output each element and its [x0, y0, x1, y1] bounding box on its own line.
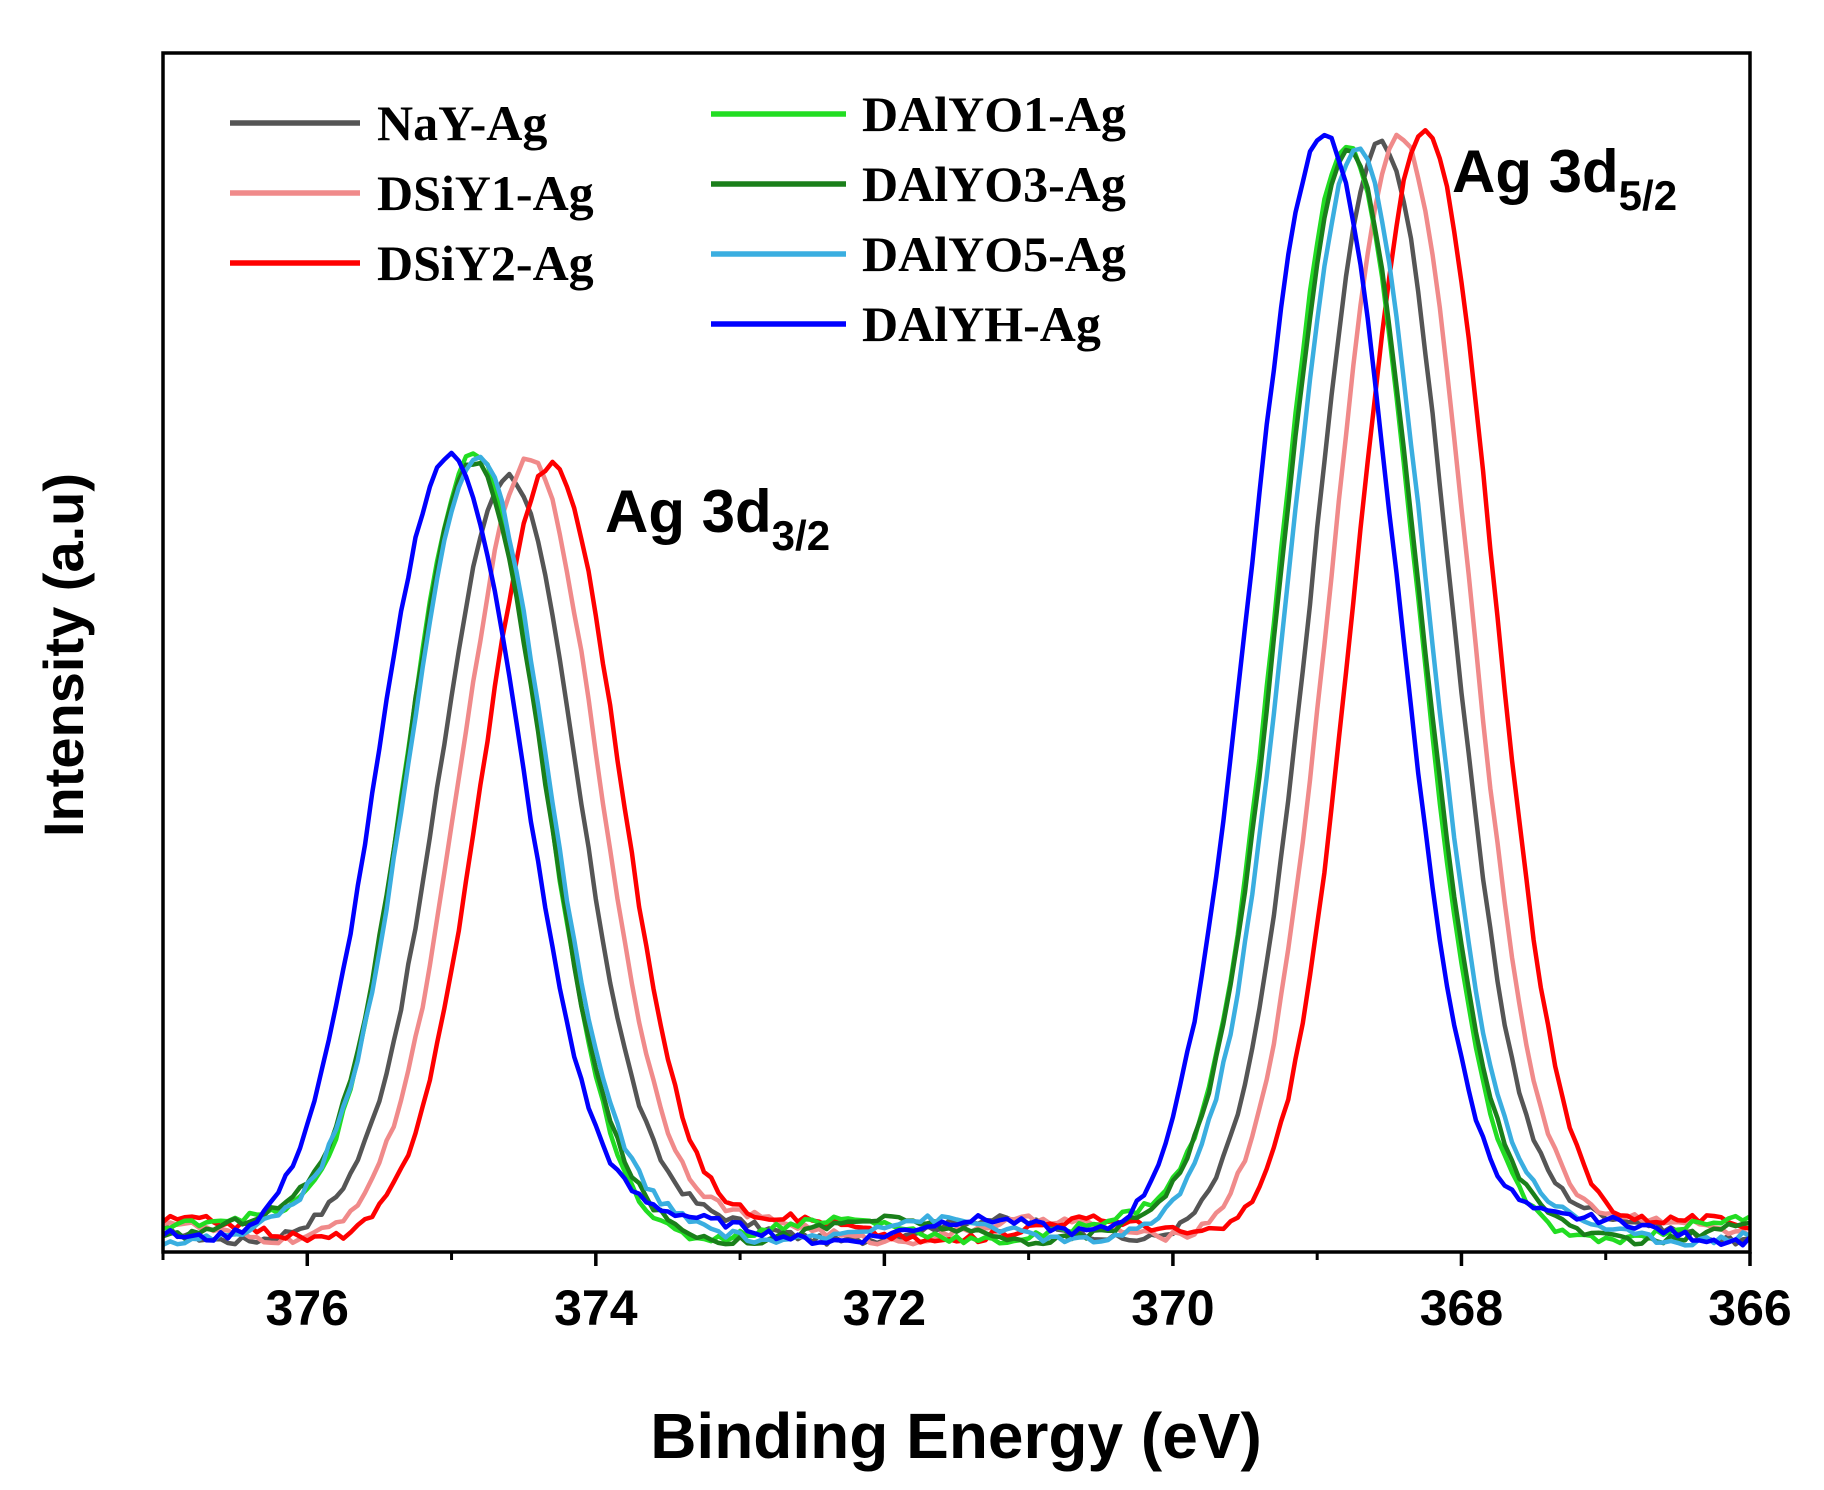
x-axis: 376 374 372 370 368 366 — [161, 1252, 1792, 1336]
y-axis-label: Intensity (a.u) — [32, 473, 95, 837]
plot-frame — [161, 51, 1752, 1254]
peak-annotations: Ag 3d3/2 Ag 3d5/2 — [605, 138, 1677, 559]
legend-label-NaY-Ag: NaY-Ag — [377, 95, 547, 151]
annotation-3-2: Ag 3d3/2 — [605, 478, 830, 559]
legend-label-DAlYO1-Ag: DAlYO1-Ag — [862, 86, 1126, 142]
series-line-DAlYH-Ag — [163, 132, 1750, 1248]
legend-label-DAlYO5-Ag: DAlYO5-Ag — [862, 226, 1126, 282]
x-tick-label: 366 — [1708, 1280, 1791, 1336]
series-line-DAlYO5-Ag — [163, 146, 1750, 1248]
legend-label-DAlYO3-Ag: DAlYO3-Ag — [862, 156, 1126, 212]
legend-label-DAlYH-Ag: DAlYH-Ag — [862, 296, 1101, 352]
series-line-DSiY1-Ag — [163, 132, 1750, 1247]
x-tick-label: 368 — [1420, 1280, 1503, 1336]
series-layer — [163, 127, 1750, 1248]
x-tick-label: 376 — [266, 1280, 349, 1336]
series-line-NaY-Ag — [163, 138, 1750, 1247]
series-line-DSiY2-Ag — [163, 127, 1750, 1245]
x-axis-label: Binding Energy (eV) — [650, 1400, 1262, 1472]
annotation-5-2: Ag 3d5/2 — [1452, 138, 1677, 219]
legend-label-DSiY1-Ag: DSiY1-Ag — [377, 165, 594, 221]
legend: NaY-Ag DSiY1-Ag DSiY2-Ag DAlYO1-Ag DAlYO3-Ag… — [230, 86, 1126, 352]
legend-label-DSiY2-Ag: DSiY2-Ag — [377, 235, 594, 291]
x-tick-label: 372 — [843, 1280, 926, 1336]
x-tick-label: 370 — [1131, 1280, 1214, 1336]
x-tick-label: 374 — [554, 1280, 638, 1336]
